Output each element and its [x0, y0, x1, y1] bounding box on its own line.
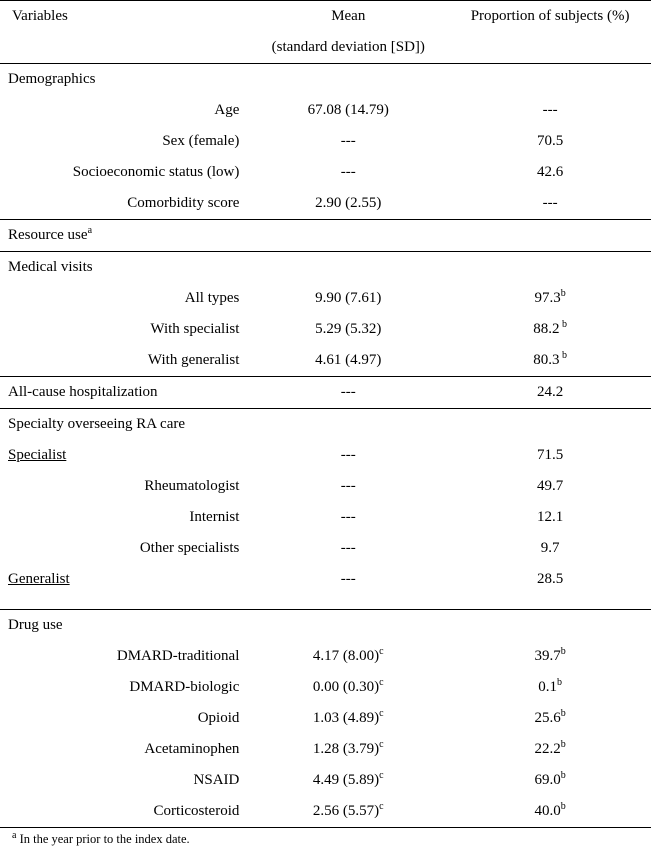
row-internist: Internist --- 12.1 [0, 502, 651, 533]
label-ses: Socioeconomic status (low) [0, 157, 247, 188]
row-all-types: All types 9.90 (7.61) 97.3b [0, 283, 651, 314]
prop-dmard-traditional: 39.7b [449, 641, 651, 672]
mean-with-generalist: 4.61 (4.97) [247, 345, 449, 377]
row-age: Age 67.08 (14.79) --- [0, 95, 651, 126]
mean-acetaminophen: 1.28 (3.79)c [247, 734, 449, 765]
mean-corticosteroid: 2.56 (5.57)c [247, 796, 449, 828]
header-proportion: Proportion of subjects (%) [449, 1, 651, 64]
row-sex: Sex (female) --- 70.5 [0, 126, 651, 157]
row-other-specialists: Other specialists --- 9.7 [0, 533, 651, 564]
mean-dmard-biologic: 0.00 (0.30)c [247, 672, 449, 703]
row-hospitalization: All-cause hospitalization --- 24.2 [0, 377, 651, 409]
footnote-a-text: In the year prior to the index date. [16, 832, 189, 846]
prop-sex: 70.5 [449, 126, 651, 157]
row-with-specialist: With specialist 5.29 (5.32) 88.2 b [0, 314, 651, 345]
row-dmard-traditional: DMARD-traditional 4.17 (8.00)c 39.7b [0, 641, 651, 672]
mean-specialist: --- [247, 440, 449, 471]
resource-use-sup: a [88, 225, 92, 236]
spacer-after-generalist [0, 595, 651, 610]
label-dmard-traditional: DMARD-traditional [0, 641, 247, 672]
table-frame: Variables Mean Proportion of subjects (%… [0, 0, 651, 851]
prop-ses: 42.6 [449, 157, 651, 188]
label-nsaid: NSAID [0, 765, 247, 796]
row-nsaid: NSAID 4.49 (5.89)c 69.0b [0, 765, 651, 796]
row-rheumatologist: Rheumatologist --- 49.7 [0, 471, 651, 502]
mean-hospitalization: --- [247, 377, 449, 409]
label-corticosteroid: Corticosteroid [0, 796, 247, 828]
section-medical-visits-title: Medical visits [0, 252, 247, 284]
mean-dmard-traditional: 4.17 (8.00)c [247, 641, 449, 672]
row-opioid: Opioid 1.03 (4.89)c 25.6b [0, 703, 651, 734]
mean-generalist: --- [247, 564, 449, 595]
label-dmard-biologic: DMARD-biologic [0, 672, 247, 703]
mean-sex: --- [247, 126, 449, 157]
header-mean-line1: Mean [247, 1, 449, 33]
row-with-generalist: With generalist 4.61 (4.97) 80.3 b [0, 345, 651, 377]
mean-age: 67.08 (14.79) [247, 95, 449, 126]
section-demographics: Demographics [0, 64, 651, 96]
row-acetaminophen: Acetaminophen 1.28 (3.79)c 22.2b [0, 734, 651, 765]
mean-with-specialist: 5.29 (5.32) [247, 314, 449, 345]
section-demographics-title: Demographics [0, 64, 247, 96]
section-medical-visits: Medical visits [0, 252, 651, 284]
mean-all-types: 9.90 (7.61) [247, 283, 449, 314]
resource-use-text: Resource use [8, 227, 88, 243]
prop-comorbidity: --- [449, 188, 651, 220]
footnote-a: a In the year prior to the index date. [0, 828, 651, 851]
header-variables: Variables [0, 1, 247, 64]
mean-internist: --- [247, 502, 449, 533]
section-drug-use: Drug use [0, 610, 651, 642]
prop-specialist: 71.5 [449, 440, 651, 471]
prop-acetaminophen: 22.2b [449, 734, 651, 765]
mean-rheumatologist: --- [247, 471, 449, 502]
label-other-specialists: Other specialists [0, 533, 247, 564]
mean-opioid: 1.03 (4.89)c [247, 703, 449, 734]
study-table: Variables Mean Proportion of subjects (%… [0, 0, 651, 828]
label-acetaminophen: Acetaminophen [0, 734, 247, 765]
prop-generalist: 28.5 [449, 564, 651, 595]
prop-hospitalization: 24.2 [449, 377, 651, 409]
label-comorbidity: Comorbidity score [0, 188, 247, 220]
label-all-types: All types [0, 283, 247, 314]
row-comorbidity: Comorbidity score 2.90 (2.55) --- [0, 188, 651, 220]
section-resource-use-title: Resource usea [0, 220, 247, 252]
mean-other-specialists: --- [247, 533, 449, 564]
header-row: Variables Mean Proportion of subjects (%… [0, 1, 651, 33]
prop-with-specialist: 88.2 b [449, 314, 651, 345]
prop-internist: 12.1 [449, 502, 651, 533]
section-resource-use: Resource usea [0, 220, 651, 252]
row-specialist: Specialist --- 71.5 [0, 440, 651, 471]
section-specialty: Specialty overseeing RA care [0, 409, 651, 441]
prop-age: --- [449, 95, 651, 126]
label-with-specialist: With specialist [0, 314, 247, 345]
prop-opioid: 25.6b [449, 703, 651, 734]
section-drug-use-title: Drug use [0, 610, 247, 642]
label-age: Age [0, 95, 247, 126]
section-specialty-title: Specialty overseeing RA care [0, 409, 247, 441]
header-mean-line2: (standard deviation [SD]) [247, 32, 449, 64]
row-ses: Socioeconomic status (low) --- 42.6 [0, 157, 651, 188]
mean-nsaid: 4.49 (5.89)c [247, 765, 449, 796]
prop-all-types: 97.3b [449, 283, 651, 314]
row-generalist: Generalist --- 28.5 [0, 564, 651, 595]
prop-other-specialists: 9.7 [449, 533, 651, 564]
prop-corticosteroid: 40.0b [449, 796, 651, 828]
row-dmard-biologic: DMARD-biologic 0.00 (0.30)c 0.1b [0, 672, 651, 703]
mean-comorbidity: 2.90 (2.55) [247, 188, 449, 220]
row-corticosteroid: Corticosteroid 2.56 (5.57)c 40.0b [0, 796, 651, 828]
prop-nsaid: 69.0b [449, 765, 651, 796]
prop-with-generalist: 80.3 b [449, 345, 651, 377]
label-with-generalist: With generalist [0, 345, 247, 377]
label-specialist: Specialist [0, 440, 247, 471]
label-sex: Sex (female) [0, 126, 247, 157]
label-generalist: Generalist [0, 564, 247, 595]
mean-ses: --- [247, 157, 449, 188]
label-rheumatologist: Rheumatologist [0, 471, 247, 502]
prop-rheumatologist: 49.7 [449, 471, 651, 502]
label-internist: Internist [0, 502, 247, 533]
label-hospitalization: All-cause hospitalization [0, 377, 247, 409]
prop-dmard-biologic: 0.1b [449, 672, 651, 703]
label-opioid: Opioid [0, 703, 247, 734]
